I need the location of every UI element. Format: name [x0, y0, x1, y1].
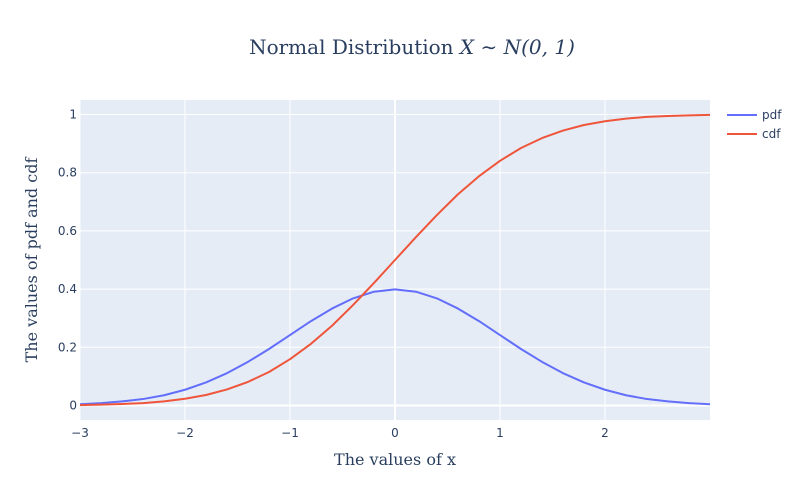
x-tick-label: 2 — [601, 426, 609, 440]
x-tick-label: 1 — [496, 426, 504, 440]
x-tick-label: 0 — [391, 426, 399, 440]
y-tick-label: 0.6 — [58, 224, 77, 238]
grid-lines — [79, 100, 710, 420]
legend-label: pdf — [762, 108, 782, 122]
legend[interactable]: pdf cdf — [727, 108, 782, 141]
legend-item-cdf[interactable]: cdf — [727, 127, 781, 141]
y-tick-label: 0.2 — [58, 340, 77, 354]
x-axis-title: The values of x — [334, 450, 456, 469]
y-axis-ticks: 0 0.2 0.4 0.6 0.8 1 — [58, 108, 77, 413]
series-line-cdf — [79, 113, 711, 407]
chart-title: Normal Distribution X ∼ N(0, 1) — [249, 35, 575, 59]
x-tick-label: −2 — [176, 426, 194, 440]
legend-label: cdf — [762, 127, 781, 141]
y-tick-label: 0.4 — [58, 282, 77, 296]
y-tick-label: 1 — [69, 108, 77, 122]
chart-title-text: Normal Distribution — [249, 35, 460, 59]
y-tick-label: 0.8 — [58, 166, 77, 180]
series-line-pdf — [79, 288, 711, 406]
x-tick-label: −3 — [71, 426, 89, 440]
legend-item-pdf[interactable]: pdf — [727, 108, 782, 122]
x-axis-ticks: −3 −2 −1 0 1 2 — [71, 426, 609, 440]
series-layer — [79, 113, 711, 407]
chart-title-math: X ∼ N(0, 1) — [458, 35, 575, 59]
y-axis-title: The values of pdf and cdf — [22, 157, 41, 363]
y-tick-label: 0 — [69, 398, 77, 412]
x-tick-label: −1 — [281, 426, 299, 440]
